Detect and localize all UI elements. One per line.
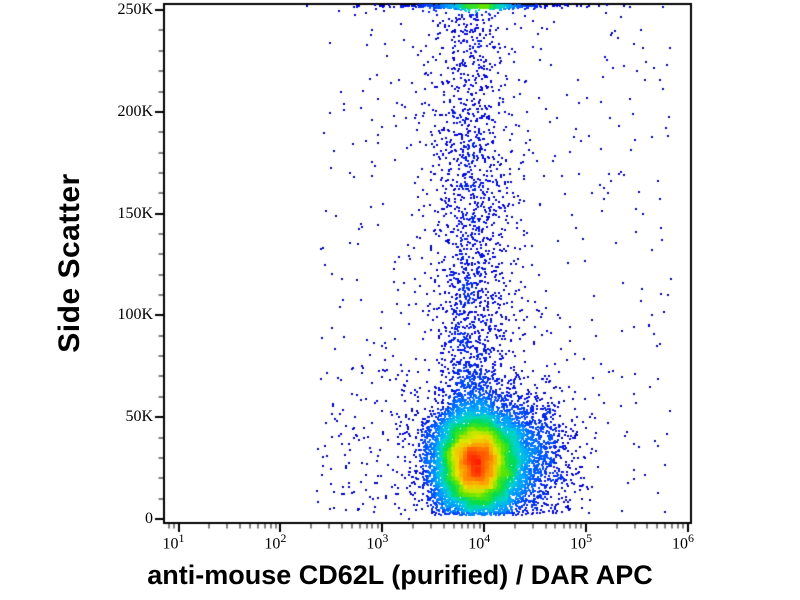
x-tick-label: 102 <box>264 531 287 553</box>
y-tick-label: 0 <box>145 509 153 527</box>
x-tick-label: 103 <box>366 531 389 553</box>
y-axis-title: Side Scatter <box>53 173 86 353</box>
y-tick-label: 50K <box>125 408 153 426</box>
y-tick-label: 200K <box>117 102 153 120</box>
x-axis-title: anti-mouse CD62L (purified) / DAR APC <box>147 560 653 590</box>
x-tick-label: 101 <box>162 531 185 553</box>
x-tick-label: 104 <box>468 531 491 553</box>
y-tick-label: 150K <box>117 204 153 222</box>
x-tick-label: 106 <box>672 531 694 553</box>
y-tick-label: 100K <box>117 306 153 324</box>
x-tick-label: 105 <box>570 531 593 553</box>
y-tick-label: 250K <box>117 1 153 19</box>
